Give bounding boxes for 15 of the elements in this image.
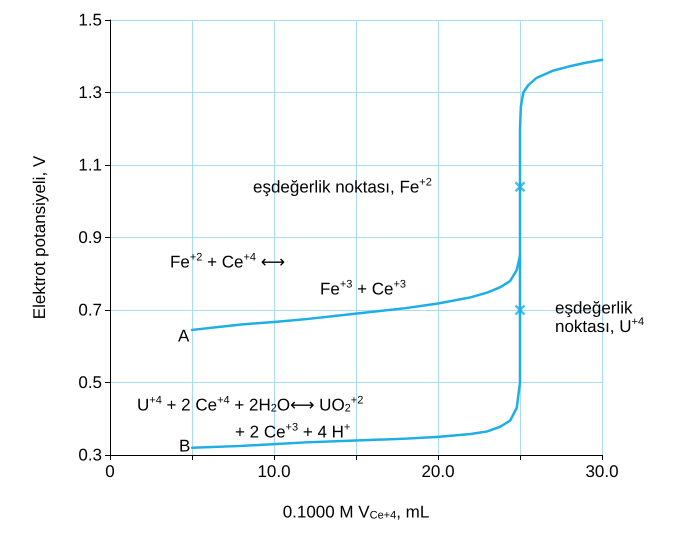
x-axis-title: 0.1000 M VCe+4, mL bbox=[282, 502, 430, 522]
annotation: A bbox=[178, 326, 190, 346]
x-tick-label: 10.0 bbox=[257, 462, 291, 481]
x-tick-label: 0 bbox=[105, 462, 115, 481]
y-tick-label: 1.1 bbox=[78, 156, 102, 174]
y-axis-title: Elektrot potansiyeli, V bbox=[30, 155, 49, 320]
y-tick-label: 0.3 bbox=[78, 446, 102, 464]
annotation: B bbox=[179, 436, 190, 456]
y-tick-label: 1.5 bbox=[78, 10, 102, 30]
x-tick-label: 20.0 bbox=[421, 462, 455, 481]
x-tick-label: 30.0 bbox=[585, 462, 619, 481]
y-tick-label: 0.9 bbox=[78, 228, 102, 247]
y-tick-label: 0.7 bbox=[78, 300, 102, 320]
y-tick-label: 1.3 bbox=[78, 83, 102, 102]
y-tick-label: 0.5 bbox=[78, 373, 102, 392]
